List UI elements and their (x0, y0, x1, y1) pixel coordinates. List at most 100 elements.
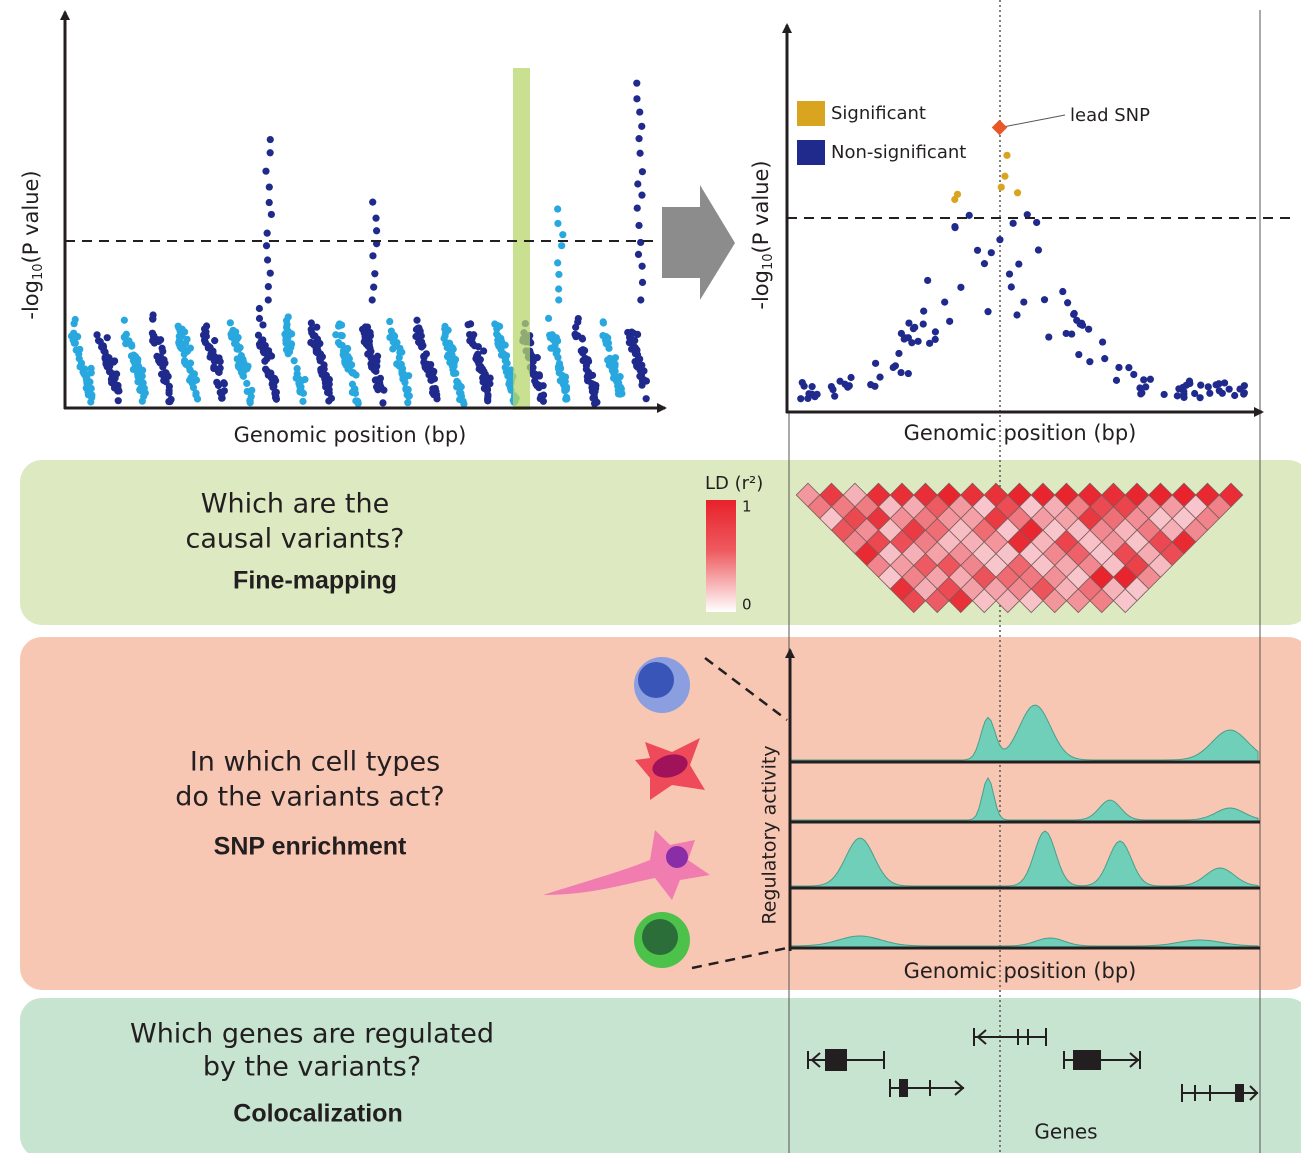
snp-dot (287, 344, 294, 351)
snp-dot (638, 192, 645, 199)
locus-dot (1138, 389, 1145, 396)
snp-dot (149, 311, 156, 318)
snp-dot (456, 381, 463, 388)
snp-dot (491, 320, 498, 327)
locus-dot (1216, 387, 1223, 394)
snp-dot (638, 123, 645, 130)
x-label: Genomic position (bp) (904, 959, 1137, 983)
snp-dot (572, 324, 579, 331)
snp-dot (369, 296, 376, 303)
locus-dot (981, 260, 988, 267)
question: In which cell types (190, 747, 440, 778)
snp-dot (379, 399, 386, 406)
locus-dot (905, 370, 912, 377)
snp-dot (402, 385, 409, 392)
snp-dot (188, 377, 195, 384)
arrow (662, 185, 735, 300)
locus-dot (797, 395, 804, 402)
figure: -log10(P value) Genomic position (bp) -l… (0, 0, 1301, 1153)
snp-dot (294, 370, 301, 377)
snp-dot (266, 199, 273, 206)
snp-dot (318, 368, 325, 375)
legend: Significant Non-significant (797, 101, 966, 165)
snp-dot (238, 369, 245, 376)
snp-dot (637, 364, 644, 371)
locus-dot (1101, 355, 1108, 362)
locus-dot (1020, 298, 1027, 305)
snp-dot (191, 370, 198, 377)
snp-dot (466, 337, 473, 344)
legend-label: Significant (831, 103, 926, 124)
snp-dot (484, 393, 491, 400)
snp-dot (406, 392, 413, 399)
snp-dot (441, 323, 448, 330)
snp-dot (480, 347, 487, 354)
snp-dot (554, 354, 561, 361)
snp-dot (638, 382, 645, 389)
x-label: Genomic position (bp) (904, 421, 1137, 445)
snp-dot (128, 343, 135, 350)
snp-dot (256, 341, 263, 348)
snp-dot (121, 334, 128, 341)
snp-dot (371, 270, 378, 277)
y-label-suffix: (P value) (19, 170, 43, 263)
snp-dot (167, 396, 174, 403)
locus-dot (1013, 311, 1020, 318)
snp-dot (344, 345, 351, 352)
snp-dot (265, 296, 272, 303)
snp-dot (364, 350, 371, 357)
locus-dot (920, 308, 927, 315)
snp-dot (495, 343, 502, 350)
snp-dot (417, 328, 424, 335)
snp-dot (633, 95, 640, 102)
snp-dot (227, 319, 234, 326)
ld-max: 1 (742, 498, 752, 516)
locus-dot (1006, 270, 1013, 277)
snp-dot (639, 263, 646, 270)
snp-dot (307, 339, 314, 346)
locus-dot (946, 318, 953, 325)
method: SNP enrichment (214, 833, 407, 861)
snp-dot (370, 284, 377, 291)
snp-dot (98, 343, 105, 350)
locus-dot (1078, 320, 1085, 327)
snp-dot (393, 360, 400, 367)
snp-dot (256, 315, 263, 322)
snp-dot (600, 333, 607, 340)
snp-dot (593, 399, 600, 406)
snp-dot (244, 388, 251, 395)
snp-dot (68, 332, 75, 339)
snp-dot (72, 316, 79, 323)
locus-dot (1140, 376, 1147, 383)
legend-label: Non-significant (831, 142, 966, 163)
method: Fine-mapping (233, 567, 397, 595)
locus-dot (941, 299, 948, 306)
snp-dot (374, 353, 381, 360)
locus-dot (809, 383, 816, 390)
locus-dot (1014, 189, 1021, 196)
snp-dot (244, 363, 251, 370)
snp-dot (299, 398, 306, 405)
highlight (513, 68, 530, 410)
y-label: -log10(P value) (749, 160, 776, 309)
snp-dot (555, 271, 562, 278)
snp-dot (291, 357, 298, 364)
snp-dot (430, 388, 437, 395)
locus-dot (1033, 219, 1040, 226)
locus-dot (984, 308, 991, 315)
ld-title: LD (r²) (705, 473, 763, 494)
snp-dot (177, 343, 184, 350)
locus-dot (924, 277, 931, 284)
locus-dot (1147, 376, 1154, 383)
snp-dot (121, 317, 128, 324)
locus-dot (1064, 299, 1071, 306)
snp-dot (273, 396, 280, 403)
snp-dot (420, 354, 427, 361)
snp-dot (194, 395, 201, 402)
locus-dot (1010, 220, 1017, 227)
locus-dot (932, 336, 939, 343)
snp-dot (503, 352, 510, 359)
locus-dot (974, 247, 981, 254)
snp-dot (578, 335, 585, 342)
annotation-line (1003, 115, 1065, 127)
